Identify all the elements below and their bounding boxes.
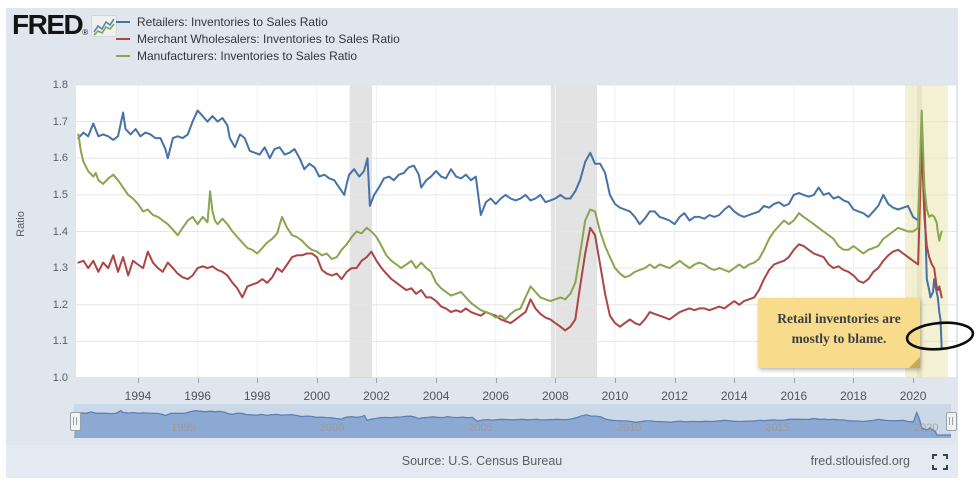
x-tick-mark xyxy=(436,378,438,383)
y-tick-label: 1.8 xyxy=(52,79,68,91)
legend-label: Retailers: Inventories to Sales Ratio xyxy=(137,14,328,29)
navigator-year-label: 2005 xyxy=(468,422,493,434)
x-tick-label: 2014 xyxy=(720,389,748,403)
legend-item-manufacturers[interactable]: Manufacturers: Inventories to Sales Rati… xyxy=(116,47,400,64)
fred-chart-widget: FRED ® Retailers: Inventories to Sales R… xyxy=(6,8,958,478)
x-tick-mark xyxy=(674,378,676,383)
y-tick-label: 1.6 xyxy=(52,152,68,165)
x-tick-label: 2002 xyxy=(363,389,390,403)
y-axis-title: Ratio xyxy=(14,211,27,237)
footer-bar: Source: U.S. Census Bureau fred.stlouisf… xyxy=(6,445,958,478)
x-tick-label: 2020 xyxy=(899,389,927,403)
y-tick-label: 1.5 xyxy=(52,188,68,201)
note-folded-corner xyxy=(909,357,920,368)
y-tick-label: 1.4 xyxy=(52,225,68,238)
annotation-note: Retail inventories are mostly to blame. xyxy=(758,298,920,368)
fred-logo-text: FRED xyxy=(12,9,84,40)
x-tick-mark xyxy=(793,378,795,383)
x-tick-label: 2006 xyxy=(482,389,510,403)
y-tick-label: 1.3 xyxy=(52,262,68,275)
fred-logo[interactable]: FRED ® xyxy=(12,9,118,40)
x-tick-label: 1996 xyxy=(184,389,211,403)
legend-item-retailers[interactable]: Retailers: Inventories to Sales Ratio xyxy=(116,13,400,30)
x-tick-mark xyxy=(316,378,318,383)
navigator-year-label: 2015 xyxy=(765,422,790,434)
data-series-line xyxy=(77,109,943,350)
x-tick-label: 2018 xyxy=(840,389,867,403)
y-tick-label: 1.0 xyxy=(52,372,68,384)
annotation-note-text: Retail inventories are mostly to blame. xyxy=(777,311,901,346)
navigator-year-label: 1995 xyxy=(171,422,196,434)
x-tick-mark xyxy=(555,378,557,383)
x-tick-label: 2016 xyxy=(780,389,808,403)
x-tick-mark xyxy=(913,378,915,383)
data-series-line xyxy=(77,109,943,321)
x-tick-mark xyxy=(734,378,736,383)
x-tick-mark xyxy=(614,378,616,383)
x-tick-label: 1998 xyxy=(243,389,271,403)
navigator-year-label: 2000 xyxy=(319,422,345,434)
x-tick-label: 2000 xyxy=(303,389,331,403)
range-slider-left-handle[interactable] xyxy=(70,412,81,431)
fred-site-link[interactable]: fred.stlouisfed.org xyxy=(810,454,910,468)
navigator-area xyxy=(74,410,951,438)
y-tick-label: 1.7 xyxy=(52,115,68,128)
navigator-year-label: 2020 xyxy=(913,422,939,434)
hand-drawn-circle-annotation xyxy=(905,321,975,351)
x-tick-mark xyxy=(495,378,497,383)
fullscreen-button[interactable] xyxy=(932,454,948,470)
x-tick-label: 1994 xyxy=(124,389,152,403)
legend-label: Merchant Wholesalers: Inventories to Sal… xyxy=(137,31,400,46)
x-tick-mark xyxy=(197,378,199,383)
x-tick-mark xyxy=(138,378,139,383)
fred-sparkline-icon xyxy=(91,15,118,37)
x-tick-label: 2010 xyxy=(601,389,629,403)
fullscreen-icon xyxy=(932,454,948,470)
x-tick-label: 2004 xyxy=(422,389,450,403)
x-tick-label: 2012 xyxy=(661,389,688,403)
chart-legend: Retailers: Inventories to Sales Ratio Me… xyxy=(116,13,400,64)
registered-mark: ® xyxy=(82,28,89,37)
x-tick-mark xyxy=(257,378,259,383)
y-tick-label: 1.2 xyxy=(52,298,68,311)
navigator-year-label: 2010 xyxy=(616,422,642,434)
legend-item-wholesalers[interactable]: Merchant Wholesalers: Inventories to Sal… xyxy=(116,30,400,47)
range-slider-right-handle[interactable] xyxy=(946,412,957,431)
manufacturers-line-swatch xyxy=(116,54,130,57)
y-tick-label: 1.1 xyxy=(52,335,68,348)
retailers-line-swatch xyxy=(116,20,130,23)
legend-label: Manufacturers: Inventories to Sales Rati… xyxy=(137,48,358,63)
wholesalers-line-swatch xyxy=(116,37,130,40)
x-tick-mark xyxy=(376,378,378,383)
navigator-line xyxy=(76,409,951,436)
x-tick-mark xyxy=(853,378,855,383)
range-slider-track[interactable]: 1995 2000 2005 2010 2015 2020 xyxy=(74,404,951,438)
data-series-line xyxy=(77,140,943,332)
x-tick-label: 2008 xyxy=(541,389,569,403)
source-text: Source: U.S. Census Bureau xyxy=(401,454,563,468)
